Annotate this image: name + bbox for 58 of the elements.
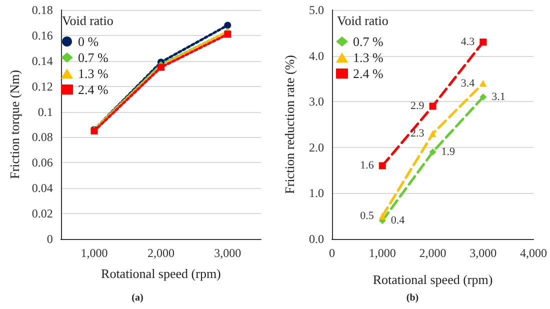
y-tick-label: 0.04	[32, 181, 53, 196]
y-tick-label: 0.14	[32, 54, 53, 68]
data-label: 2.3	[410, 128, 425, 140]
point	[480, 80, 487, 87]
y-tick-label: 4.0	[309, 48, 324, 63]
y-tick-label: 1.0	[309, 186, 324, 200]
y-tick-label: 0.06	[32, 156, 53, 170]
point	[480, 38, 487, 46]
x-tick-label: 0	[329, 246, 335, 260]
legend-label: 1.3 %	[353, 50, 384, 65]
point	[480, 94, 487, 101]
legend-label: 2.4 %	[353, 66, 384, 81]
data-label: 1.9	[441, 146, 456, 158]
text: (b)	[406, 292, 419, 304]
legend-title: Void ratio	[62, 13, 114, 28]
y-axis-title: Friction torque (Nm)	[7, 70, 22, 180]
data-label: 2.9	[410, 100, 425, 112]
point	[378, 212, 386, 220]
x-tick-label: 1,000	[368, 246, 396, 260]
y-tick-label: 0.08	[32, 130, 53, 144]
x-tick-label: 3,000	[470, 246, 497, 260]
point	[224, 22, 232, 29]
x-tick-label: 4,000	[520, 246, 547, 260]
point	[429, 148, 436, 156]
y-tick-label: 3.0	[309, 94, 324, 109]
y-tick-label: 0	[46, 232, 53, 246]
legend-label: 2.4 %	[78, 82, 108, 97]
data-label: 3.1	[492, 91, 506, 104]
legend-title: Void ratio	[337, 13, 388, 28]
y-tick-label: 0.12	[32, 79, 53, 94]
x-tick-label: 2,000	[147, 246, 174, 260]
legend-label: 0.7 %	[78, 50, 108, 65]
x-tick-label: 3,000	[214, 246, 242, 260]
x-tick-label: 1,000	[80, 246, 108, 260]
data-label: 3.4	[460, 77, 476, 90]
x-axis-title: Rotational speed (rpm)	[372, 272, 493, 287]
y-axis-title: Friction reduction rate (%)	[282, 55, 297, 194]
y-tick-label: 0.18	[32, 3, 53, 17]
y-tick-label: 5.0	[309, 3, 324, 17]
legend-label: 1.3 %	[78, 66, 108, 81]
y-tick-label: 2.0	[309, 140, 324, 154]
data-label: 0.4	[390, 214, 406, 227]
y-tick-label: 0.1	[38, 104, 53, 119]
text: (a)	[132, 292, 144, 304]
legend-label: 0.7 %	[353, 34, 384, 49]
y-tick-label: 0.02	[32, 206, 53, 221]
point	[429, 102, 436, 110]
point	[378, 162, 386, 170]
x-tick-label: 2,000	[419, 246, 446, 260]
y-tick-label: 0.16	[32, 28, 53, 42]
data-label: 0.5	[360, 210, 374, 222]
y-tick-label: 0.0	[309, 232, 324, 246]
x-axis-title: Rotational speed (rpm)	[101, 266, 221, 281]
point	[429, 130, 436, 138]
legend-label: 0 %	[78, 34, 99, 49]
data-label: 4.3	[460, 36, 476, 48]
data-label: 1.6	[360, 160, 374, 172]
point	[224, 30, 232, 38]
